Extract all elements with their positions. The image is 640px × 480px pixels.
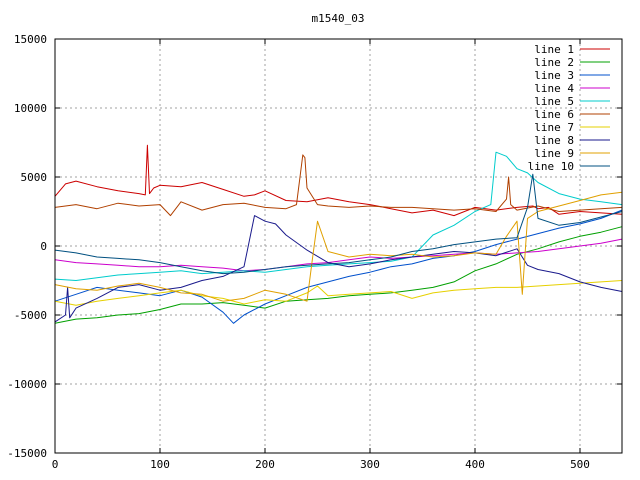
series-line-1	[54, 144, 623, 217]
legend-label: line 4	[534, 82, 574, 95]
legend-label: line 2	[534, 56, 574, 69]
legend-label: line 10	[528, 160, 574, 173]
y-tick-label: -5000	[14, 309, 47, 322]
legend-label: line 8	[534, 134, 574, 147]
grid-lines	[55, 39, 622, 453]
y-tick-label: 10000	[14, 102, 47, 115]
legend-label: line 6	[534, 108, 574, 121]
x-tick-label: 0	[52, 458, 59, 471]
series-line-5	[54, 151, 623, 281]
y-tick-label: 0	[40, 240, 47, 253]
y-tick-label: -15000	[7, 447, 47, 460]
series-line-4	[54, 238, 623, 272]
y-tick-label: -10000	[7, 378, 47, 391]
series-line-3	[54, 209, 623, 324]
legend-label: line 7	[534, 121, 574, 134]
series-line-2	[54, 226, 623, 324]
legend-label: line 9	[534, 147, 574, 160]
series-line-10	[54, 173, 623, 275]
axis-ticks: 0 100 200 300 400 500 -15000 -10000 -5000 0 5000 10…	[7, 33, 622, 471]
chart-title: m1540_03	[312, 12, 365, 25]
y-tick-label: 5000	[21, 171, 48, 184]
series-line-9	[54, 191, 623, 302]
legend-label: line 3	[534, 69, 574, 82]
series-line-6	[54, 154, 623, 217]
x-tick-label: 300	[360, 458, 380, 471]
legend-label: line 5	[534, 95, 574, 108]
x-tick-label: 500	[570, 458, 590, 471]
series-line-7	[54, 280, 623, 306]
series-lines	[54, 144, 623, 324]
x-tick-label: 100	[150, 458, 170, 471]
legend-label: line 1	[534, 43, 574, 56]
y-tick-label: 15000	[14, 33, 47, 46]
x-tick-label: 200	[255, 458, 275, 471]
series-line-8	[54, 215, 623, 323]
x-tick-label: 400	[465, 458, 485, 471]
